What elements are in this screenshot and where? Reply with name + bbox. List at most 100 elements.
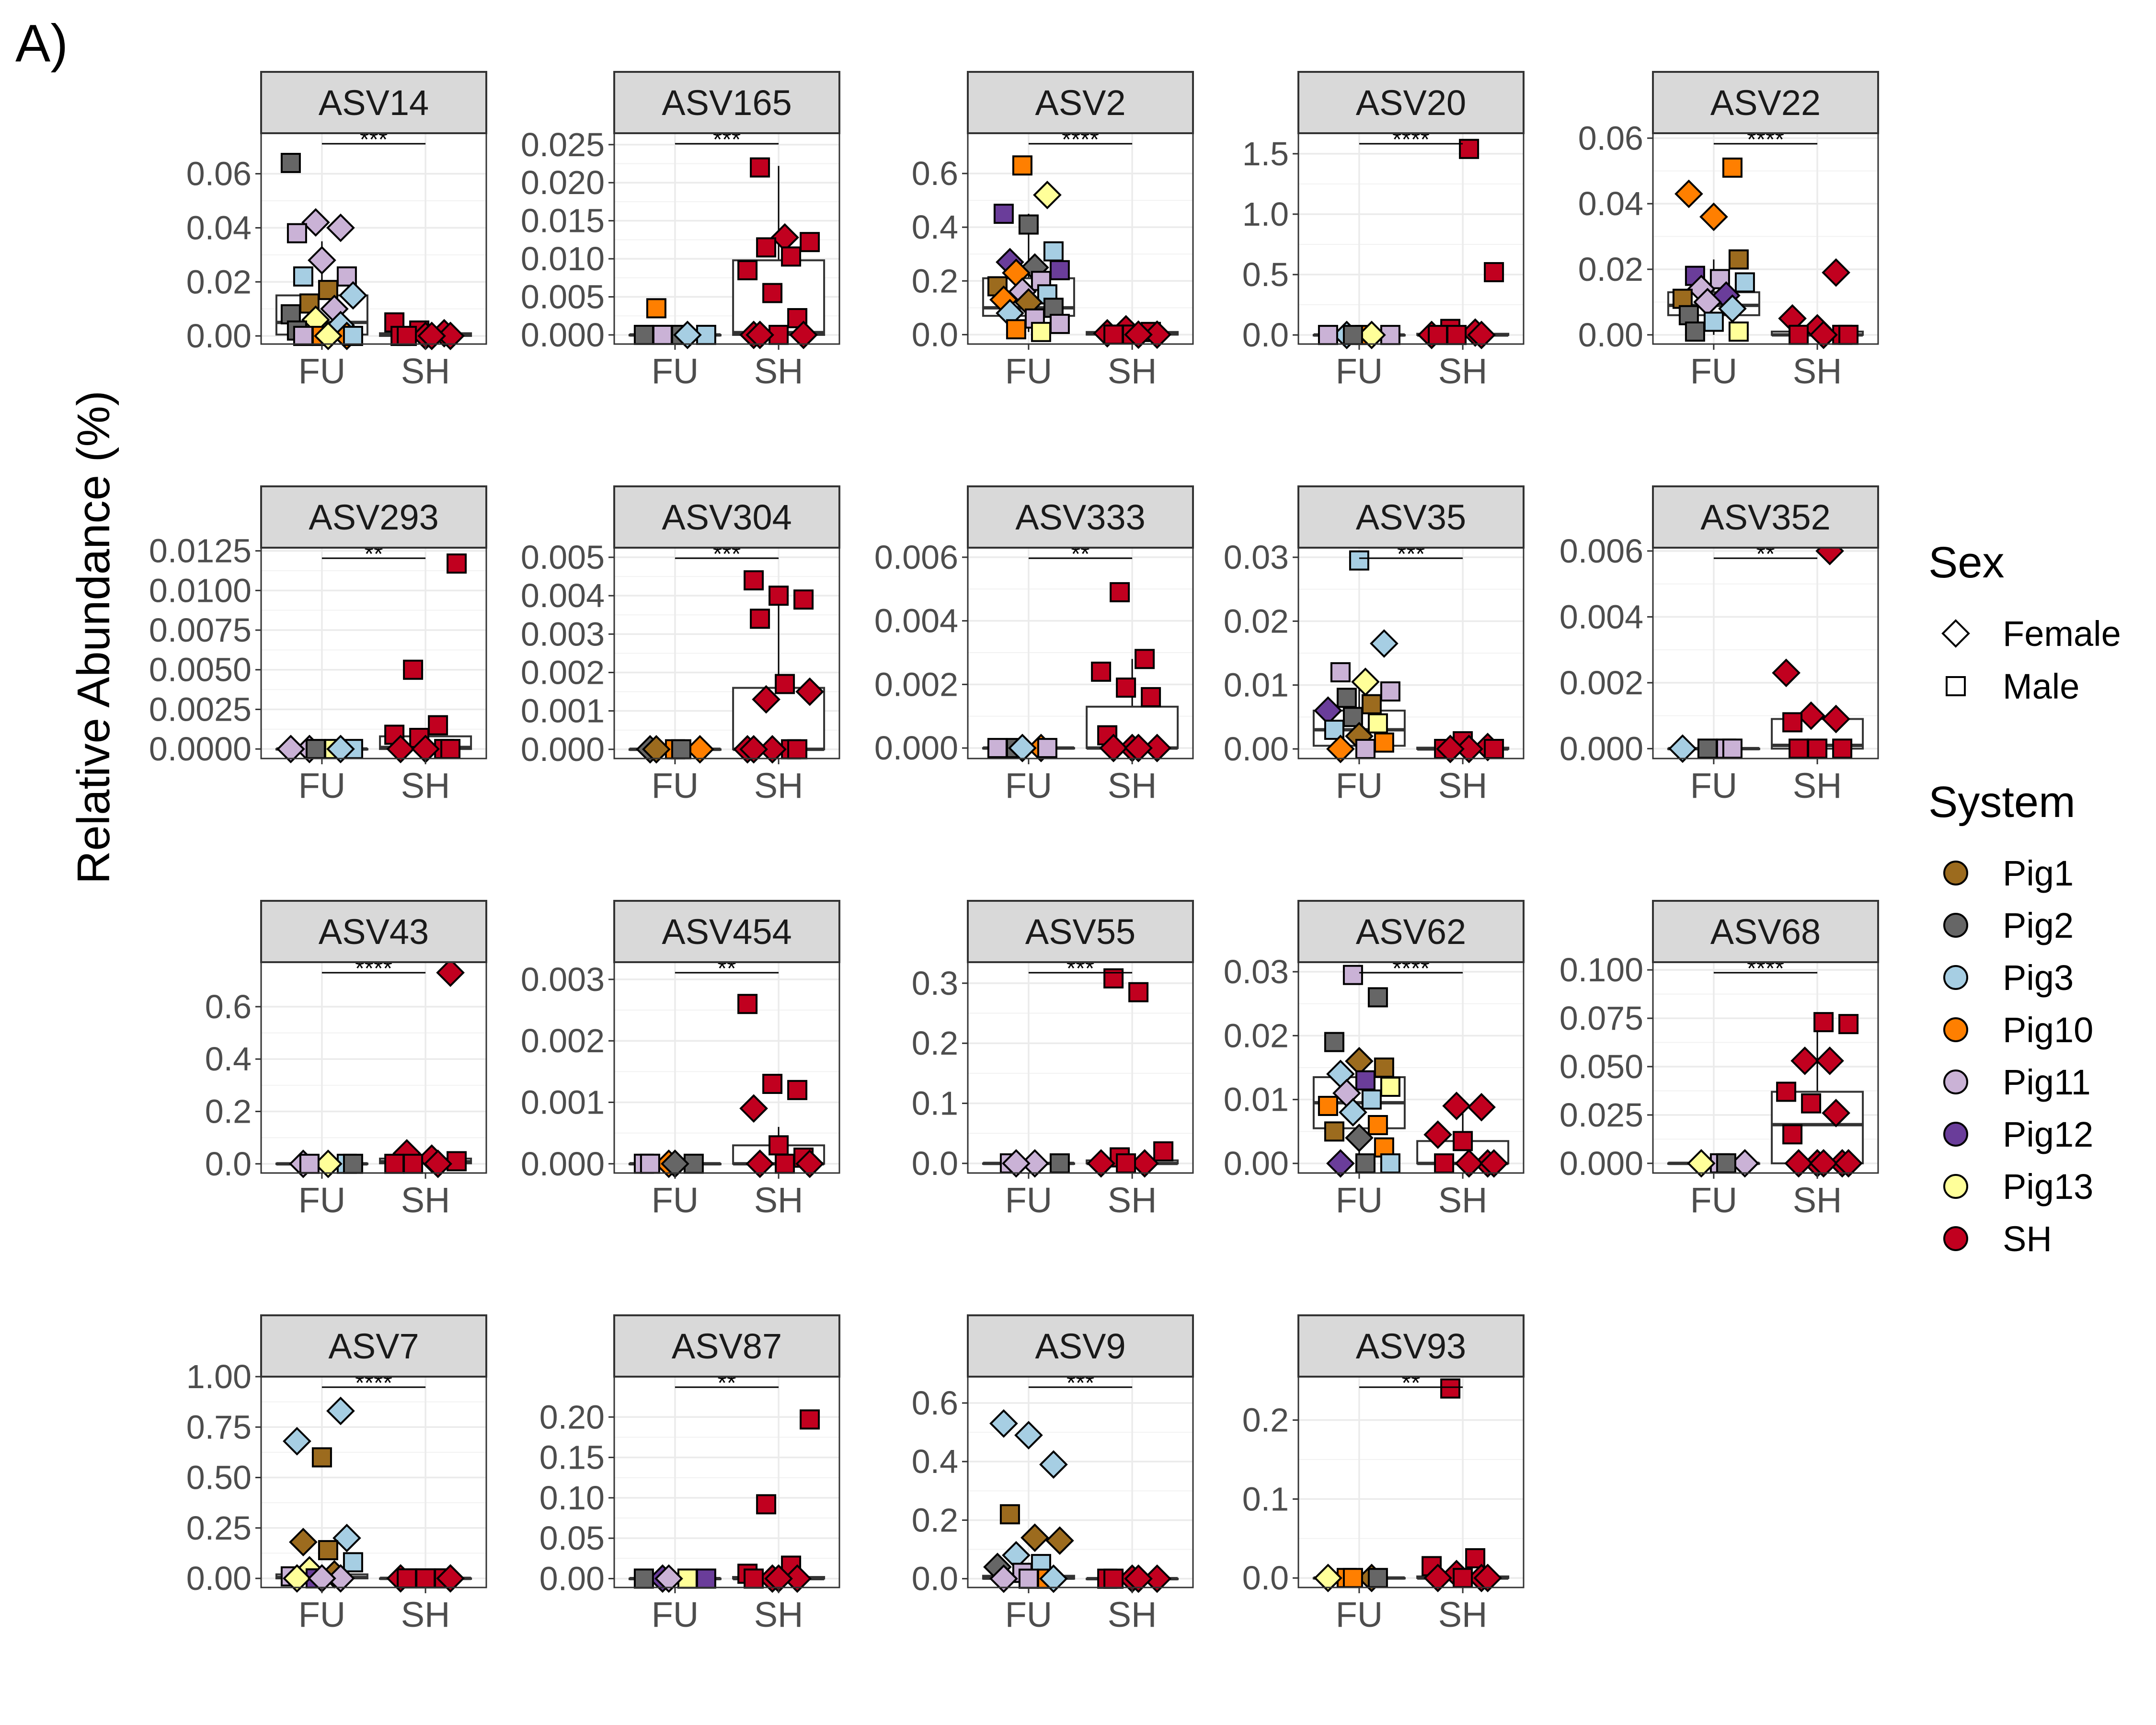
y-tick-label: 0.50 [186, 1459, 252, 1496]
data-point [1367, 713, 1388, 734]
y-tick-label: 0.0000 [149, 730, 252, 768]
data-point [783, 1564, 812, 1593]
data-point [1380, 681, 1400, 702]
data-point [1116, 1153, 1136, 1173]
x-tick-label: SH [1438, 1595, 1488, 1634]
legend-system-label: Pig12 [2003, 1115, 2093, 1154]
facet-title: ASV22 [1710, 83, 1821, 123]
y-tick-label: 0.0 [912, 1145, 958, 1182]
y-tick-label: 0.2 [912, 262, 958, 299]
data-point [989, 1409, 1018, 1438]
x-tick-label: FU [652, 351, 699, 391]
legend-sex-label: Male [2003, 667, 2079, 706]
y-tick-label: 0.006 [1560, 532, 1643, 570]
x-tick-label: FU [298, 1180, 346, 1220]
plot-area [261, 548, 486, 759]
facet-strip [1297, 71, 1525, 134]
data-point [1318, 325, 1338, 345]
y-tick-label: 0.004 [1560, 598, 1643, 635]
data-point [1124, 734, 1153, 762]
facet-strip [260, 1314, 487, 1378]
legend-system-label: SH [2003, 1219, 2052, 1259]
x-tick-label: FU [1005, 1180, 1053, 1220]
facet-title: ASV87 [672, 1326, 782, 1366]
facet-strip [613, 1314, 840, 1378]
points-sh [1097, 1564, 1171, 1593]
data-point [654, 1564, 683, 1593]
legend-system-swatch [1943, 965, 1968, 990]
x-tick-label: SH [754, 1180, 803, 1220]
data-point [745, 1149, 774, 1178]
points-fu [1318, 965, 1400, 1178]
data-point [787, 739, 808, 759]
legend-system-item-pig1: Pig1 [1943, 853, 2074, 893]
data-point [1789, 738, 1809, 759]
data-point [739, 1094, 768, 1123]
facet-title: ASV35 [1356, 497, 1466, 537]
data-point [326, 1564, 355, 1593]
legend-system-label: Pig2 [2003, 906, 2074, 945]
data-point [1782, 712, 1803, 733]
points-sh [1776, 1012, 1863, 1178]
data-point [305, 739, 326, 759]
data-point [1361, 1089, 1382, 1110]
facet-title: ASV55 [1025, 912, 1135, 952]
legend-system-swatch [1943, 1174, 1968, 1199]
data-point [1801, 1093, 1822, 1114]
data-point [343, 1552, 363, 1573]
points-fu [987, 734, 1057, 762]
x-tick-label: SH [401, 766, 450, 805]
data-point [1834, 1149, 1863, 1178]
data-point [1784, 1149, 1813, 1178]
data-point [1318, 1096, 1338, 1116]
data-point [1374, 1058, 1394, 1078]
data-point [1772, 658, 1800, 688]
data-point [1045, 1526, 1074, 1555]
data-point [1674, 179, 1703, 208]
data-point [756, 237, 777, 258]
points-sh [737, 157, 820, 349]
data-point [1728, 249, 1749, 270]
x-tick-label: FU [1005, 766, 1053, 805]
data-point [1008, 734, 1037, 762]
y-tick-label: 0.0 [1242, 1559, 1289, 1597]
data-point [283, 1426, 311, 1456]
data-point [1838, 324, 1859, 345]
y-tick-label: 0.02 [1224, 602, 1289, 640]
y-tick-label: 0.6 [205, 988, 252, 1025]
facet-strip [260, 900, 487, 963]
data-point [1336, 688, 1357, 708]
y-tick-label: 0.1 [1242, 1480, 1289, 1518]
data-point [1790, 1046, 1819, 1075]
legend-system-label: Pig10 [2003, 1010, 2093, 1050]
data-point [447, 1151, 467, 1172]
data-point [1453, 1131, 1473, 1151]
data-point [293, 266, 313, 287]
y-tick-label: 0.001 [521, 692, 605, 730]
data-point [293, 326, 313, 346]
data-point [800, 1409, 820, 1430]
y-tick-label: 0.2 [912, 1501, 958, 1539]
y-tick-label: 0.00 [1224, 1145, 1289, 1182]
data-point [1807, 738, 1828, 759]
y-tick-label: 0.01 [1224, 667, 1289, 704]
facet-title: ASV43 [319, 912, 429, 952]
y-tick-label: 0.000 [521, 1145, 605, 1183]
data-point [744, 1568, 764, 1589]
data-point [744, 570, 764, 591]
data-point [1809, 321, 1838, 349]
x-tick-label: SH [754, 766, 803, 805]
facet-strip [613, 71, 840, 134]
plot-area [1298, 1377, 1524, 1587]
y-tick-label: 0.02 [186, 263, 252, 300]
legend-system-swatch [1943, 1122, 1968, 1147]
facet-strip [967, 71, 1194, 134]
data-point [1324, 1032, 1344, 1052]
data-point [403, 1153, 424, 1174]
data-point [1455, 735, 1483, 763]
data-point [1355, 1070, 1376, 1091]
